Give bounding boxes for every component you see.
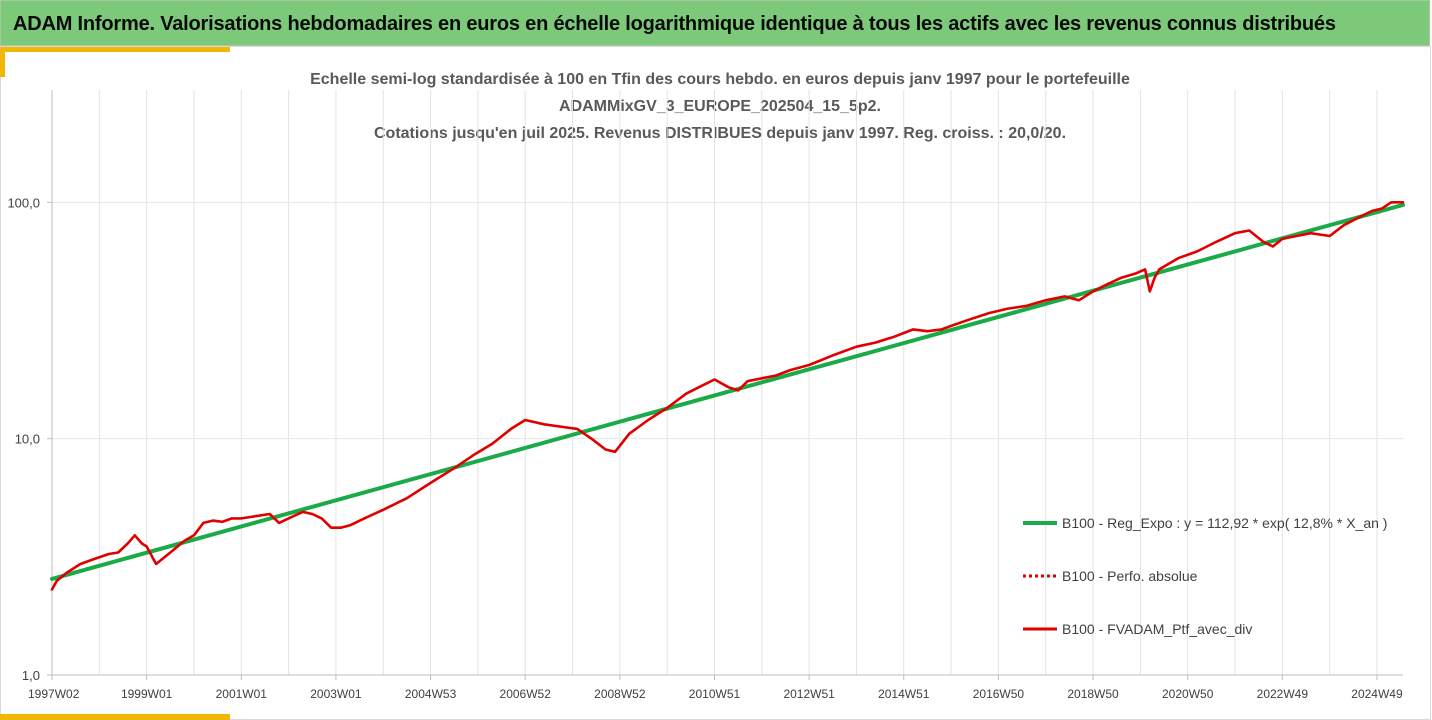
portfolio-line [50, 201, 1405, 591]
y-tick-label: 10,0 [15, 432, 40, 447]
x-tick-label: 2012W51 [783, 687, 835, 701]
x-tick-label: 2004W53 [405, 687, 457, 701]
x-tick-label: 2016W50 [973, 687, 1025, 701]
accent-bar-bottom [0, 714, 230, 720]
legend-label: B100 - Reg_Expo : y = 112,92 * exp( 12,8… [1062, 515, 1387, 531]
x-tick-label: 2014W51 [878, 687, 930, 701]
x-tick-label: 1999W01 [121, 687, 173, 701]
x-tick-label: 2010W51 [689, 687, 741, 701]
x-tick-label: 2003W01 [310, 687, 362, 701]
x-tick-label: 2018W50 [1067, 687, 1119, 701]
y-tick-label: 100,0 [7, 195, 40, 210]
accent-bar-left [0, 47, 5, 77]
regression-line [50, 202, 1405, 581]
x-tick-label: 2020W50 [1162, 687, 1214, 701]
header-banner: ADAM Informe. Valorisations hebdomadaire… [0, 0, 1430, 46]
grid-lines [51, 90, 1403, 676]
chart-title-line-1: Echelle semi-log standardisée à 100 en T… [310, 71, 1130, 88]
x-tick-label: 2008W52 [594, 687, 646, 701]
axes: 1,0 10,0 100,0 1997W02 1999W01 2001W01 2003W01… [7, 90, 1403, 701]
series-layer [50, 201, 1405, 591]
chart-title-line-3: Cotations jusqu'en juil 2025. Revenus DI… [373, 125, 1067, 142]
x-tick-label: 2006W52 [500, 687, 552, 701]
legend: B100 - Reg_Expo : y = 112,92 * exp( 12,8… [1023, 515, 1387, 637]
x-tick-label: 2001W01 [216, 687, 268, 701]
legend-label: B100 - FVADAM_Ptf_avec_div [1062, 621, 1252, 637]
x-tick-label: 1997W02 [28, 687, 80, 701]
x-tick-label: 2024W49 [1351, 687, 1403, 701]
legend-label: B100 - Perfo. absolue [1062, 568, 1198, 584]
chart-title-line-2: ADAMMixGV_3_EUROPE_202504_15_5p2. [559, 98, 881, 115]
y-tick-label: 1,0 [22, 668, 40, 683]
accent-bar-top [0, 47, 230, 52]
x-tick-label: 2022W49 [1257, 687, 1309, 701]
page-title: ADAM Informe. Valorisations hebdomadaire… [13, 13, 1336, 35]
